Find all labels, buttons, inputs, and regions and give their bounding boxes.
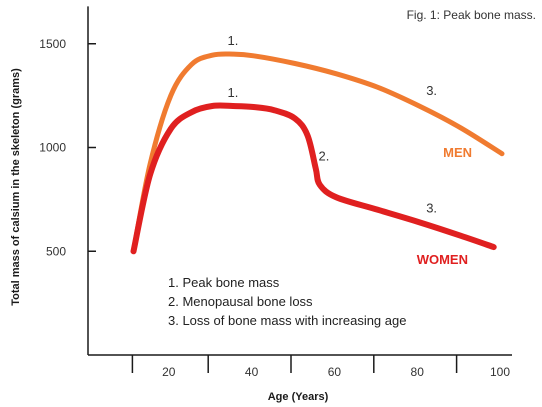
x-axis-title: Age (Years) xyxy=(268,391,329,403)
note-line: 3. Loss of bone mass with increasing age xyxy=(168,313,406,328)
annotation-label: 3. xyxy=(426,83,437,98)
y-axis-title: Total mass of calsium in the skeleton (g… xyxy=(10,68,22,306)
note-line: 2. Menopausal bone loss xyxy=(168,294,313,309)
annotation-label: 3. xyxy=(426,201,437,216)
series-layer xyxy=(130,51,505,255)
annotation-label: 1. xyxy=(227,85,238,100)
series-label-men: MEN xyxy=(443,145,472,160)
series-label-women: WOMEN xyxy=(417,252,468,267)
x-tick-label: 40 xyxy=(245,365,259,379)
chart-caption: Fig. 1: Peak bone mass. xyxy=(407,8,536,22)
series-line-women xyxy=(130,102,497,255)
x-tick-label: 60 xyxy=(328,365,342,379)
annotation-label: 1. xyxy=(227,33,238,48)
labels: MEN WOMEN 1. 1. 2. 3. 3. 1. Peak bone mass 2. Me… xyxy=(168,33,472,328)
y-tick-label: 1000 xyxy=(39,141,66,155)
x-tick-label: 20 xyxy=(162,365,176,379)
axes: 500 1000 1500 20 40 60 80 100 xyxy=(39,6,512,379)
x-tick-label: 100 xyxy=(490,365,510,379)
y-tick-label: 500 xyxy=(46,244,66,258)
note-line: 1. Peak bone mass xyxy=(168,275,280,290)
series-line-men xyxy=(131,51,505,254)
y-tick-label: 1500 xyxy=(39,37,66,51)
annotation-label: 2. xyxy=(319,148,330,163)
x-tick-label: 80 xyxy=(411,365,425,379)
